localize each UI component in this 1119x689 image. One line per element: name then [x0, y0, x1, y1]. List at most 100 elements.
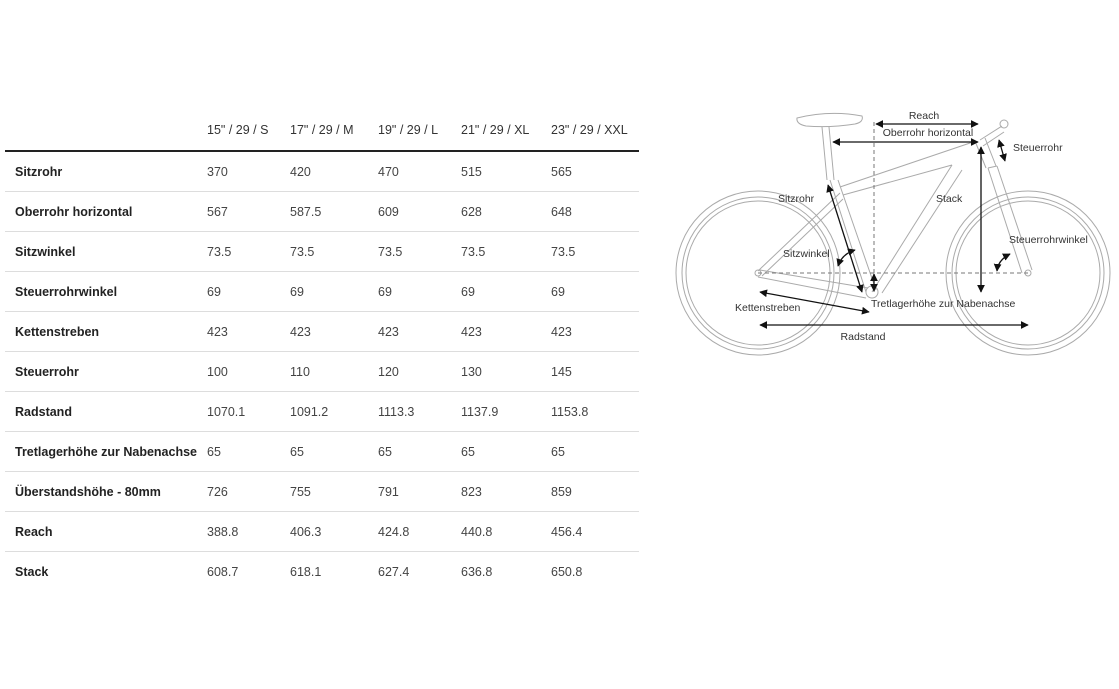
- handlebar: [999, 119, 1009, 129]
- row-label: Tretlagerhöhe zur Nabenachse: [5, 431, 207, 472]
- head-tube: [974, 137, 997, 169]
- cell-value: 73.5: [378, 231, 461, 272]
- cell-value: 423: [551, 311, 639, 352]
- label-reach: Reach: [909, 110, 940, 122]
- cell-value: 69: [378, 271, 461, 312]
- row-label: Reach: [5, 511, 207, 552]
- cell-value: 628: [461, 191, 551, 232]
- cell-value: 130: [461, 351, 551, 392]
- saddle: [796, 112, 863, 128]
- column-header-m: 17" / 29 / M: [290, 110, 378, 152]
- cell-value: 69: [207, 271, 290, 312]
- cell-value: 423: [378, 311, 461, 352]
- table-row: Stack 608.7 618.1 627.4 636.8 650.8: [5, 552, 639, 592]
- seat-angle-arrow: [836, 248, 856, 267]
- cell-value: 1070.1: [207, 391, 290, 432]
- cell-value: 110: [290, 351, 378, 392]
- table-row: Sitzrohr 370 420 470 515 565: [5, 151, 639, 192]
- cell-value: 65: [290, 431, 378, 472]
- cell-value: 65: [378, 431, 461, 472]
- table-header-row: 15" / 29 / S 17" / 29 / M 19" / 29 / L 2…: [5, 110, 639, 152]
- cell-value: 120: [378, 351, 461, 392]
- cell-value: 65: [207, 431, 290, 472]
- label-bb-drop: Tretlagerhöhe zur Nabenachse: [871, 298, 1016, 310]
- cell-value: 69: [461, 271, 551, 312]
- cell-value: 100: [207, 351, 290, 392]
- column-header-xl: 21" / 29 / XL: [461, 110, 551, 152]
- row-label: Sitzwinkel: [5, 231, 207, 272]
- seat-tube-arrow: [826, 184, 864, 293]
- table-row: Tretlagerhöhe zur Nabenachse 65 65 65 65 65: [5, 431, 639, 472]
- cell-value: 370: [207, 151, 290, 192]
- label-head-tube: Steuerrohr: [1013, 142, 1063, 154]
- head-angle-arrow: [993, 253, 1011, 272]
- table-row: Überstandshöhe - 80mm 726 755 791 823 859: [5, 471, 639, 512]
- cell-value: 145: [551, 351, 639, 392]
- cell-value: 406.3: [290, 511, 378, 552]
- column-header-xxl: 23" / 29 / XXL: [551, 110, 639, 152]
- cell-value: 65: [461, 431, 551, 472]
- cell-value: 456.4: [551, 511, 639, 552]
- table-row: Reach 388.8 406.3 424.8 440.8 456.4: [5, 511, 639, 552]
- cell-value: 440.8: [461, 511, 551, 552]
- cell-value: 420: [290, 151, 378, 192]
- header-empty: [5, 110, 207, 152]
- cell-value: 636.8: [461, 564, 493, 579]
- seat-tube: [829, 179, 877, 293]
- row-label: Radstand: [5, 391, 207, 432]
- cell-value: 859: [551, 471, 639, 512]
- cell-value: 823: [461, 471, 551, 512]
- label-stack: Stack: [936, 193, 963, 205]
- chainstay: [757, 269, 869, 299]
- row-label: Kettenstreben: [5, 311, 207, 352]
- table-row: Sitzwinkel 73.5 73.5 73.5 73.5 73.5: [5, 231, 639, 272]
- row-label: Sitzrohr: [5, 151, 207, 192]
- cell-value: 565: [551, 151, 639, 192]
- cell-value: 65: [551, 431, 639, 472]
- table-row: Kettenstreben 423 423 423 423 423: [5, 311, 639, 352]
- front-wheel: [945, 190, 1111, 356]
- cell-value: 587.5: [290, 191, 378, 232]
- cell-value: 424.8: [378, 511, 461, 552]
- geometry-table: 15" / 29 / S 17" / 29 / M 19" / 29 / L 2…: [5, 110, 639, 591]
- label-head-angle: Steuerrohrwinkel: [1009, 234, 1088, 246]
- cell-value: 1153.8: [551, 391, 639, 432]
- seatpost: [821, 126, 835, 181]
- cell-value: 1091.2: [290, 391, 378, 432]
- label-wheelbase: Radstand: [841, 331, 886, 343]
- table-row: Oberrohr horizontal 567 587.5 609 628 648: [5, 191, 639, 232]
- cell-value: 423: [207, 311, 290, 352]
- cell-value: 515: [461, 151, 551, 192]
- chainstay-arrow: [759, 289, 870, 315]
- cell-value: 69: [551, 271, 639, 312]
- label-chainstays: Kettenstreben: [735, 302, 801, 314]
- table-row: Radstand 1070.1 1091.2 1113.3 1137.9 1153.8: [5, 391, 639, 432]
- cell-value: 73.5: [461, 231, 551, 272]
- column-header-s: 15" / 29 / S: [207, 110, 290, 152]
- cell-value: 388.8: [207, 511, 290, 552]
- cell-value: 69: [290, 271, 378, 312]
- label-top-tube: Oberrohr horizontal: [883, 127, 973, 139]
- head-tube-arrow: [997, 139, 1007, 162]
- cell-value: 650.8: [551, 564, 583, 579]
- cell-value: 1113.3: [378, 391, 461, 432]
- fork: [987, 165, 1033, 274]
- row-label: Überstandshöhe - 80mm: [5, 471, 207, 512]
- cell-value: 609: [378, 191, 461, 232]
- cell-value: 470: [378, 151, 461, 192]
- cell-value: 423: [290, 311, 378, 352]
- top-tube: [839, 140, 977, 196]
- cell-value: 73.5: [207, 231, 290, 272]
- cell-value: 627.4: [378, 564, 410, 579]
- column-header-l: 19" / 29 / L: [378, 110, 461, 152]
- cell-value: 791: [378, 471, 461, 512]
- cell-value: 608.7: [207, 564, 239, 579]
- cell-value: 73.5: [551, 231, 639, 272]
- stem: [979, 125, 1005, 147]
- row-label: Steuerrohrwinkel: [5, 271, 207, 312]
- cell-value: 423: [461, 311, 551, 352]
- row-label: Oberrohr horizontal: [5, 191, 207, 232]
- cell-value: 755: [290, 471, 378, 512]
- cell-value: 648: [551, 191, 639, 232]
